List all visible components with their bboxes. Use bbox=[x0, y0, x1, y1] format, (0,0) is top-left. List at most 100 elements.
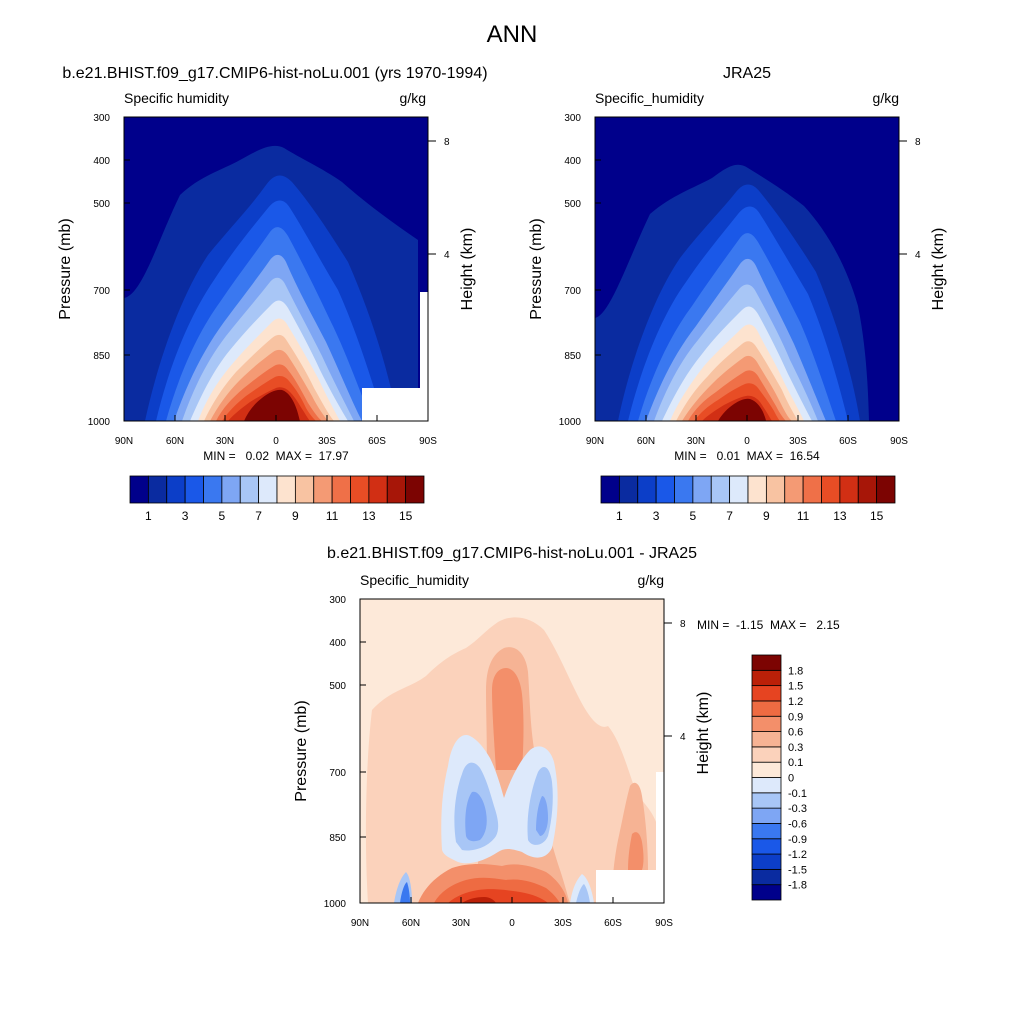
y-ticks-right: 8 4 bbox=[899, 137, 921, 261]
colorbar-swatch bbox=[655, 475, 675, 504]
y-axis-label: Pressure (mb) bbox=[293, 700, 310, 801]
colorbar-swatch bbox=[692, 475, 712, 504]
y-tick-label: 1000 bbox=[88, 417, 111, 428]
colorbar-swatch bbox=[386, 475, 407, 504]
y-ticks-left: 300 400 500 700 850 1000 bbox=[559, 113, 601, 428]
colorbar-swatch bbox=[751, 731, 782, 748]
colorbar-label: -0.1 bbox=[788, 788, 807, 800]
colorbar-swatch bbox=[710, 475, 731, 504]
colorbar-label: 5 bbox=[219, 509, 226, 523]
colorbar-label: 0.3 bbox=[788, 742, 803, 754]
y-tick-label: 300 bbox=[564, 113, 581, 124]
x-tick-label: 30S bbox=[789, 436, 807, 447]
y-tick-label: 850 bbox=[329, 833, 346, 844]
x-tick-label: 60N bbox=[402, 918, 420, 929]
colorbar-label: 1.2 bbox=[788, 696, 803, 708]
colorbar-swatch bbox=[747, 475, 767, 504]
colorbar-swatch bbox=[751, 700, 782, 717]
colorbar-swatch bbox=[751, 807, 782, 824]
x-tick-label: 0 bbox=[744, 436, 750, 447]
y-tick-label: 500 bbox=[329, 681, 346, 692]
colorbar-swatch bbox=[184, 475, 204, 504]
colorbar-label: 11 bbox=[326, 509, 339, 523]
x-tick-label: 90N bbox=[115, 436, 133, 447]
colorbar-label: 9 bbox=[292, 509, 299, 523]
colorbar-swatch bbox=[368, 475, 388, 504]
stats-text: MIN = 0.02 MAX = 17.97 bbox=[203, 449, 349, 463]
colorbar-swatch bbox=[751, 715, 782, 732]
colorbar-swatch bbox=[751, 884, 782, 901]
right-string: g/kg bbox=[400, 90, 426, 106]
panel-title: b.e21.BHIST.f09_g17.CMIP6-hist-noLu.001 … bbox=[62, 65, 487, 82]
colorbar-swatch bbox=[637, 475, 657, 504]
x-tick-label: 30S bbox=[554, 918, 572, 929]
colorbar-label: 0.6 bbox=[788, 727, 803, 739]
colorbar-swatch bbox=[313, 475, 333, 504]
contour-level bbox=[576, 884, 590, 903]
colorbar-swatch bbox=[821, 475, 841, 504]
stats-text: MIN = -1.15 MAX = 2.15 bbox=[697, 618, 840, 632]
colorbar-swatch bbox=[751, 761, 782, 778]
colorbar-label: 15 bbox=[399, 509, 413, 523]
x-tick-label: 90S bbox=[655, 918, 673, 929]
x-tick-label: 60S bbox=[839, 436, 857, 447]
panel-model: b.e21.BHIST.f09_g17.CMIP6-hist-noLu.001 … bbox=[57, 65, 488, 523]
y-tick-label-right: 4 bbox=[444, 250, 450, 261]
colorbar-label: 0 bbox=[788, 773, 794, 785]
x-tick-label: 0 bbox=[273, 436, 279, 447]
right-string: g/kg bbox=[638, 572, 664, 588]
y-ticks-right: 8 4 bbox=[428, 137, 450, 261]
contour-field bbox=[124, 117, 428, 421]
y-tick-label: 850 bbox=[93, 351, 110, 362]
contour-field bbox=[595, 117, 899, 422]
x-tick-label: 30N bbox=[452, 918, 470, 929]
y-axis-label-right: Height (km) bbox=[459, 228, 476, 311]
y-axis-label-right: Height (km) bbox=[930, 228, 947, 311]
colorbar-swatch bbox=[618, 475, 639, 504]
x-tick-label: 60N bbox=[166, 436, 184, 447]
colorbar-swatch bbox=[751, 654, 782, 671]
colorbar-label: 13 bbox=[362, 509, 376, 523]
colorbar-swatch bbox=[239, 475, 260, 504]
y-tick-label: 500 bbox=[564, 199, 581, 210]
y-tick-label: 400 bbox=[564, 156, 581, 167]
missing-data-mask bbox=[656, 772, 664, 903]
panel-difference: b.e21.BHIST.f09_g17.CMIP6-hist-noLu.001 … bbox=[293, 545, 840, 929]
colorbar-label: 0.1 bbox=[788, 757, 803, 769]
colorbar-swatch bbox=[751, 669, 782, 687]
x-tick-label: 60S bbox=[368, 436, 386, 447]
y-tick-label: 1000 bbox=[559, 417, 582, 428]
colorbar-swatch bbox=[751, 868, 782, 886]
colorbar-label: 7 bbox=[255, 509, 262, 523]
colorbar-swatch bbox=[765, 475, 786, 504]
x-ticks: 90N 60N 30N 0 30S 60S 90S bbox=[586, 415, 908, 447]
colorbar-label: 13 bbox=[833, 509, 847, 523]
colorbar-swatch bbox=[857, 475, 878, 504]
colorbar-swatch bbox=[751, 746, 782, 763]
x-ticks: 90N 60N 30N 0 30S 60S 90S bbox=[115, 415, 437, 447]
y-tick-label: 500 bbox=[93, 199, 110, 210]
colorbar-label: -0.3 bbox=[788, 803, 807, 815]
panel-obs: JRA25 Specific_humidity g/kg bbox=[528, 65, 947, 523]
colorbar-swatch bbox=[203, 475, 223, 504]
x-tick-label: 60S bbox=[604, 918, 622, 929]
contour-level bbox=[718, 398, 766, 421]
colorbar-label: 1 bbox=[145, 509, 152, 523]
y-axis-label-right: Height (km) bbox=[695, 692, 712, 775]
colorbar-label: 9 bbox=[763, 509, 770, 523]
colorbar-label: 3 bbox=[182, 509, 189, 523]
y-tick-label: 700 bbox=[329, 768, 346, 779]
panel-title: b.e21.BHIST.f09_g17.CMIP6-hist-noLu.001 … bbox=[327, 545, 697, 562]
y-tick-label: 400 bbox=[93, 156, 110, 167]
colorbar-label: -1.8 bbox=[788, 880, 807, 892]
contour-field bbox=[360, 599, 664, 903]
colorbar-swatch bbox=[784, 475, 804, 504]
colorbar-swatch bbox=[600, 475, 620, 504]
figure-title: ANN bbox=[487, 21, 538, 48]
colorbar-swatch bbox=[876, 475, 896, 504]
colorbar-swatch bbox=[350, 475, 370, 504]
colorbar-swatch bbox=[802, 475, 822, 504]
panel-title: JRA25 bbox=[723, 65, 771, 82]
colorbar-swatch bbox=[751, 792, 782, 809]
y-tick-label-right: 8 bbox=[680, 619, 686, 630]
